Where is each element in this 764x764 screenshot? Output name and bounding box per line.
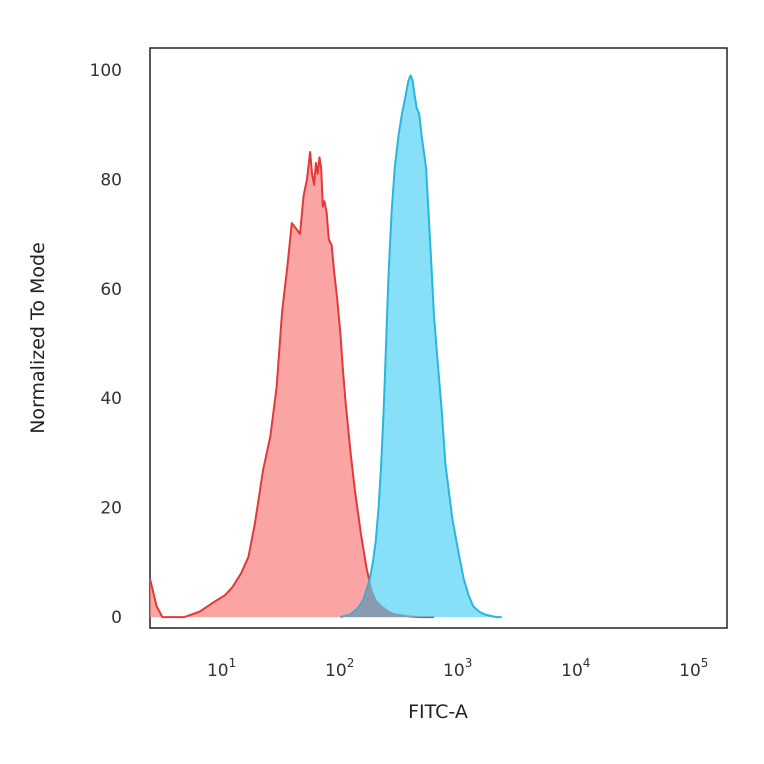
x-tick-label: 101 — [207, 656, 236, 681]
y-tick-label: 0 — [111, 608, 122, 628]
x-tick-label: 105 — [679, 656, 708, 681]
y-tick-label: 60 — [100, 280, 122, 300]
y-tick-label: 20 — [100, 499, 122, 519]
y-axis-title: Normalized To Mode — [27, 242, 49, 434]
x-tick-label: 102 — [325, 656, 354, 681]
x-tick-label: 103 — [443, 656, 472, 681]
series-1-area — [150, 152, 434, 618]
x-axis-title: FITC-A — [408, 701, 468, 723]
y-tick-label: 40 — [100, 389, 122, 409]
y-tick-label: 80 — [100, 170, 122, 190]
series-layer — [149, 74, 502, 619]
series-2-line — [340, 74, 502, 619]
y-tick-label: 100 — [90, 61, 122, 81]
overlap-region — [340, 581, 434, 618]
x-tick-label: 104 — [561, 656, 590, 681]
y-tick-labels: 0 20 40 60 80 100 — [90, 61, 122, 628]
x-tick-labels: 101 102 103 104 105 — [207, 656, 708, 681]
